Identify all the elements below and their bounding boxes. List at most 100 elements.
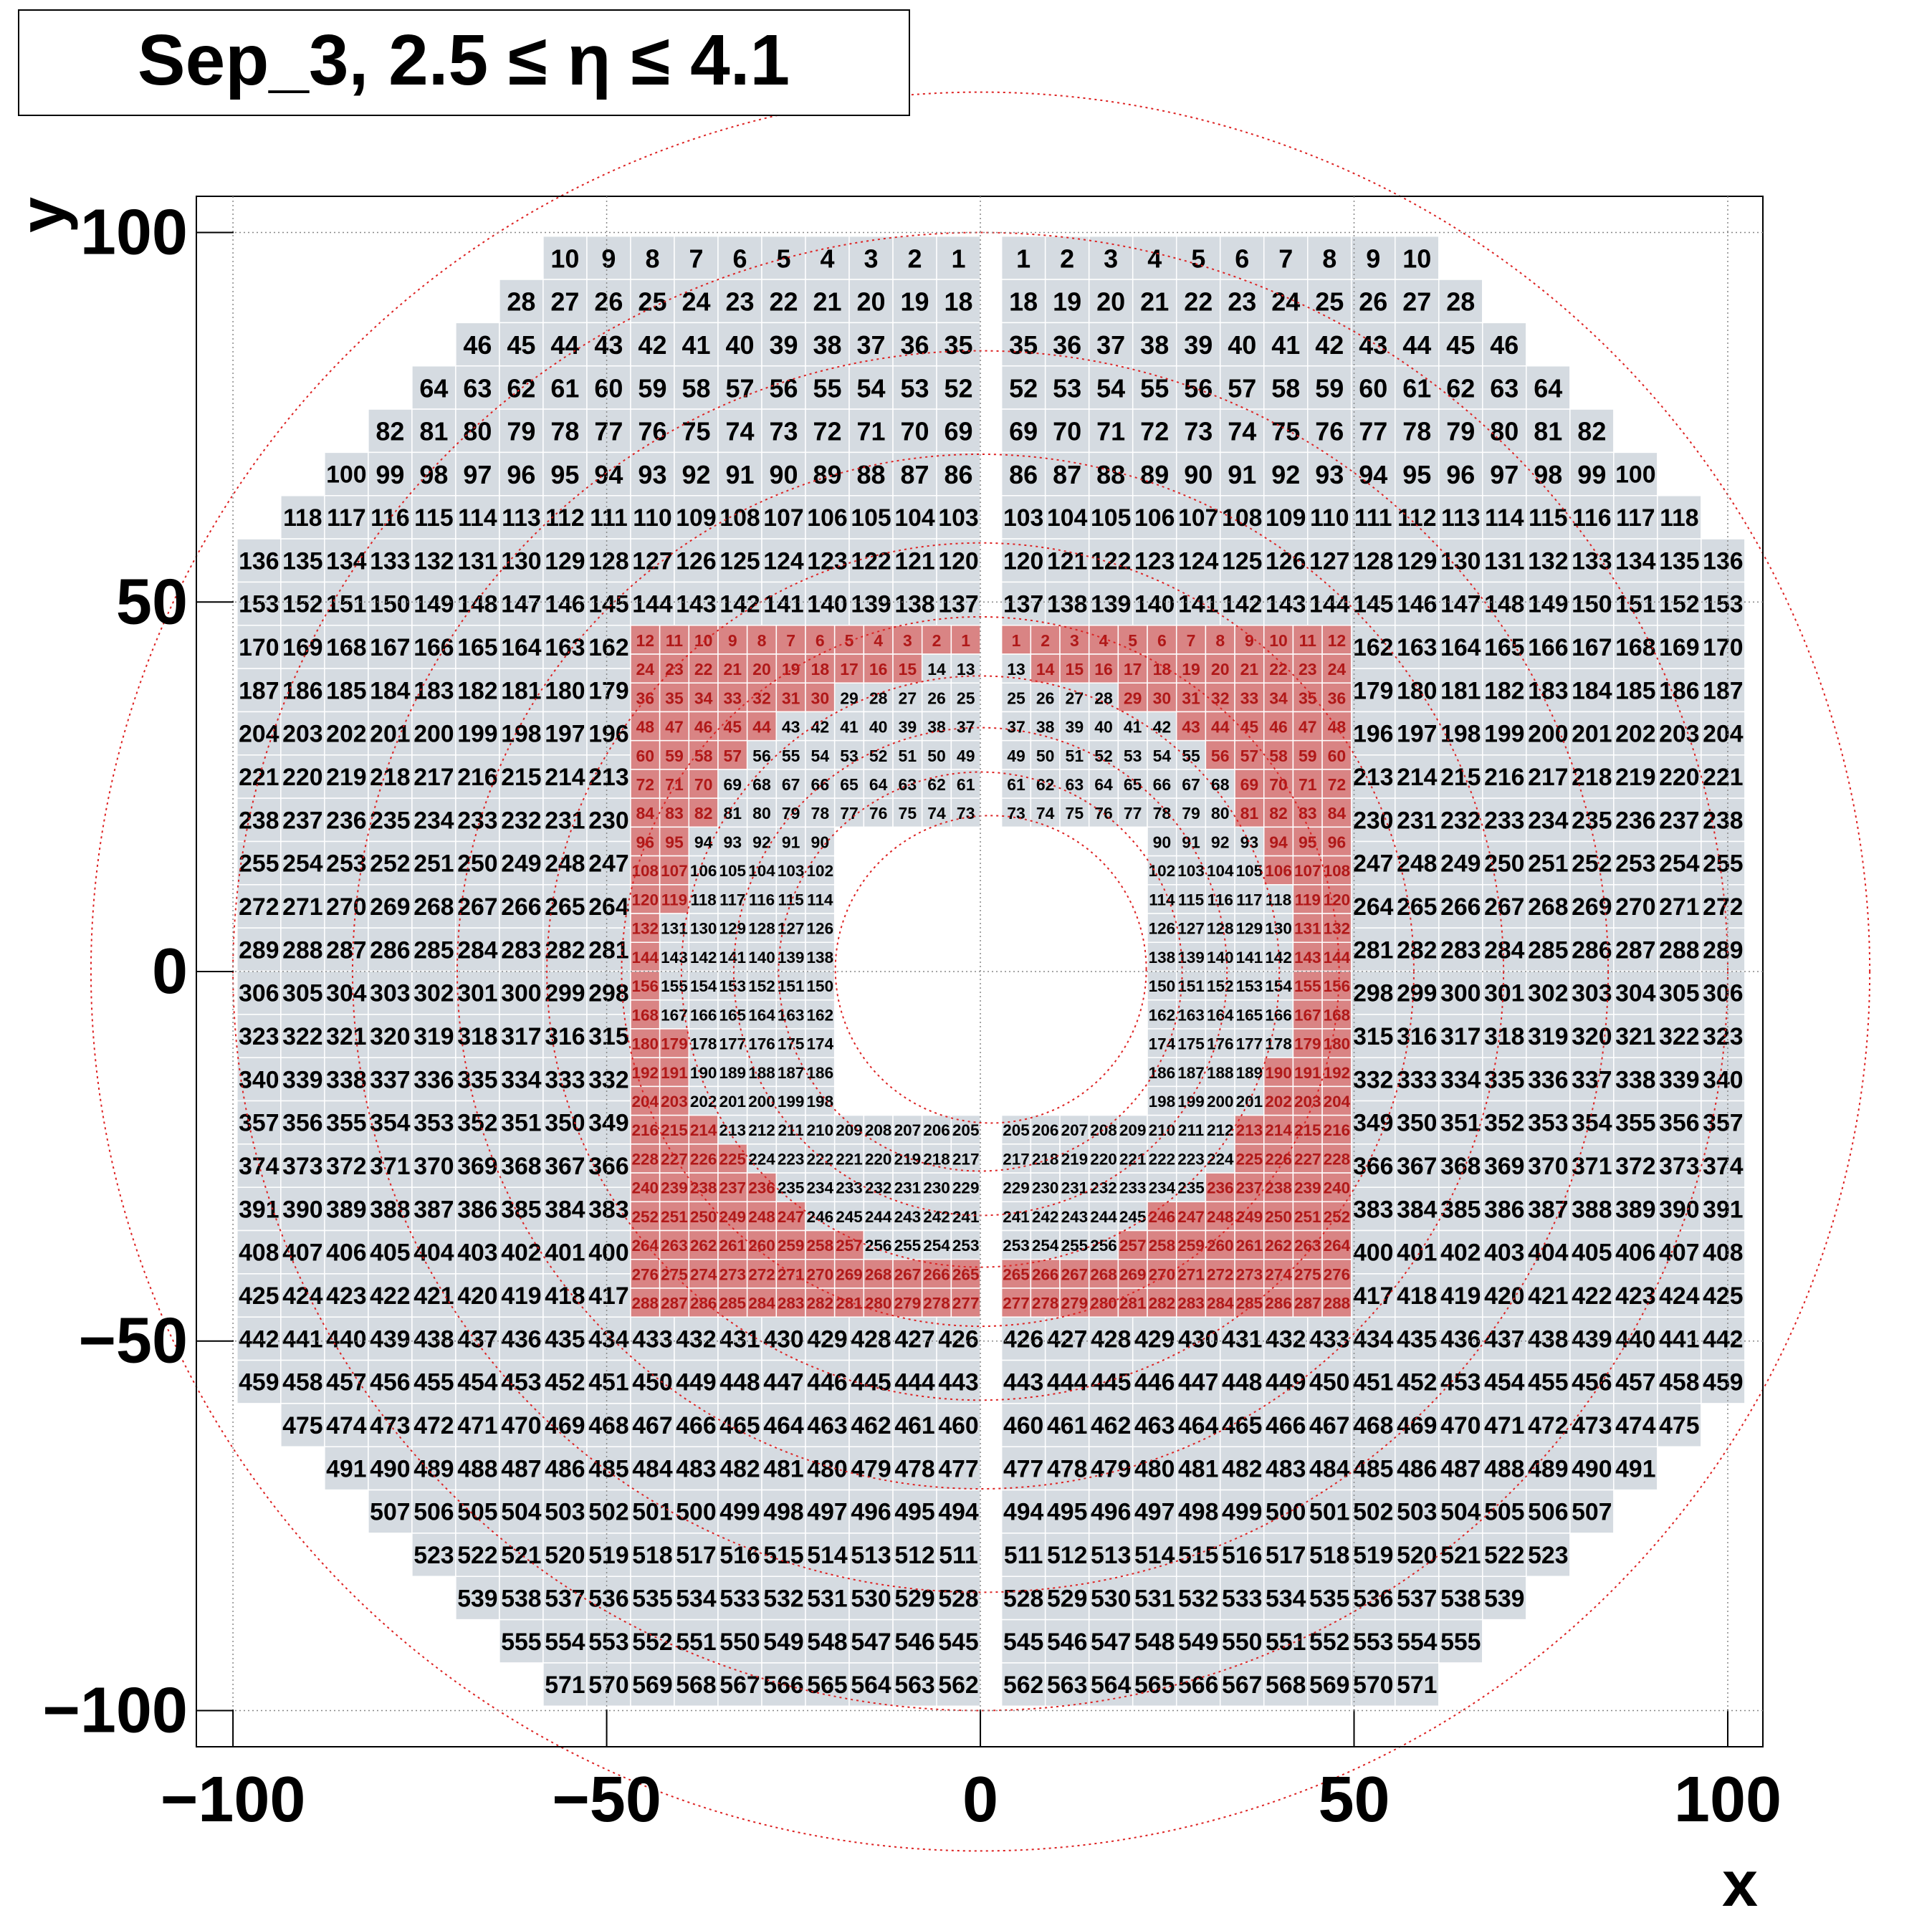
cell-label: 318 [1484,1023,1524,1050]
cell-label: 214 [690,1121,717,1139]
cell-label: 58 [694,747,713,765]
cell-label: 112 [545,504,585,532]
cell [455,927,500,972]
cell-label: 487 [501,1455,541,1482]
cell [936,538,981,583]
cell [542,1057,588,1102]
cell-label: 247 [1353,850,1393,878]
cell-label: 12 [636,631,654,650]
cell-label: 507 [1572,1499,1612,1526]
cell-label: 506 [413,1499,454,1526]
cell-label: 465 [719,1412,760,1439]
cell-label: 25 [957,689,975,707]
cell-label: 302 [413,980,454,1007]
cell-label: 57 [1240,747,1259,765]
cell-label: 288 [1324,1295,1351,1313]
cell-label: 46 [1269,718,1288,737]
cell-label: 553 [588,1629,628,1656]
cell-label: 2 [908,244,922,273]
cell-label: 564 [851,1672,891,1699]
cell-label: 229 [952,1179,980,1197]
cell [368,1100,413,1145]
cell-label: 568 [1266,1672,1306,1699]
cell-label: 178 [690,1035,717,1053]
cell-label: 53 [1124,747,1142,765]
cell-label: 244 [1090,1208,1117,1226]
cell-label: 235 [778,1179,805,1197]
cell-label: 514 [807,1542,848,1569]
cell-label: 549 [1178,1629,1218,1656]
cell-label: 354 [370,1110,411,1137]
cell-label: 80 [1490,417,1519,446]
cell-label: 110 [1310,504,1349,532]
cell-label: 62 [507,373,535,403]
cell-label: 86 [1009,460,1038,489]
cell-label: 120 [1324,891,1351,908]
cell-label: 284 [1207,1295,1234,1313]
y-tick-label: 100 [80,197,188,269]
cell-label: 512 [1047,1542,1087,1569]
cell-label: 450 [1309,1369,1349,1396]
cell-label: 285 [719,1295,747,1313]
cell [630,365,675,410]
cell-label: 444 [1047,1369,1088,1396]
cell-label: 77 [1359,417,1387,446]
cell-label: 371 [370,1153,410,1180]
cell-label: 217 [413,764,454,791]
cell-label: 250 [1484,850,1524,878]
cell-label: 426 [1003,1325,1043,1353]
cell-label: 19 [782,660,800,679]
cell-label: 44 [1211,718,1230,737]
cell [368,884,413,929]
cell-label: 26 [594,287,623,317]
cell [324,625,369,669]
cell-label: 116 [749,891,775,908]
cell-label: 539 [1484,1585,1524,1612]
cell-label: 400 [588,1239,628,1267]
cell [805,322,850,367]
cell-label: 261 [1236,1237,1263,1255]
cell [1263,235,1309,280]
cell-label: 69 [1009,417,1038,446]
cell-label: 563 [1047,1672,1087,1699]
cell [892,1446,937,1491]
cell-label: 106 [1134,504,1175,532]
cell-label: 128 [588,547,628,575]
cell-label: 112 [1397,504,1437,532]
cell-label: 10 [550,244,579,273]
cell-label: 148 [1484,591,1524,618]
cell-label: 164 [1440,634,1481,661]
cell-label: 470 [501,1412,541,1439]
cell [368,1359,413,1404]
cell-label: 203 [1659,721,1699,748]
cell-label: 474 [326,1412,367,1439]
y-tick-label: −100 [42,1674,188,1746]
cell-label: 419 [1440,1282,1481,1310]
cell-label: 45 [507,330,535,360]
cell [368,927,413,972]
x-axis-label: x [1722,1849,1758,1914]
cell-label: 41 [682,330,710,360]
cell-label: 317 [1440,1023,1481,1050]
cell-label: 198 [501,721,541,748]
cell-label: 213 [588,764,628,791]
cell-label: 138 [1149,949,1176,967]
cell [236,711,282,756]
cell-label: 113 [1441,504,1481,532]
cell-label: 15 [899,660,917,679]
cell-label: 147 [501,591,541,618]
cell-label: 55 [782,747,800,765]
cell-label: 477 [938,1455,978,1482]
cell-label: 132 [632,920,659,938]
cell [411,1316,456,1361]
cell-label: 228 [632,1150,659,1168]
cell-label: 478 [894,1455,934,1482]
cell-label: 154 [1265,977,1292,995]
cell-label: 215 [661,1121,688,1139]
cell-label: 445 [1091,1369,1131,1396]
cell-label: 237 [1659,807,1699,834]
cell-label: 373 [282,1153,322,1180]
cell-label: 170 [1703,634,1743,661]
cell-label: 430 [1178,1325,1218,1353]
cell-label: 144 [1309,591,1350,618]
